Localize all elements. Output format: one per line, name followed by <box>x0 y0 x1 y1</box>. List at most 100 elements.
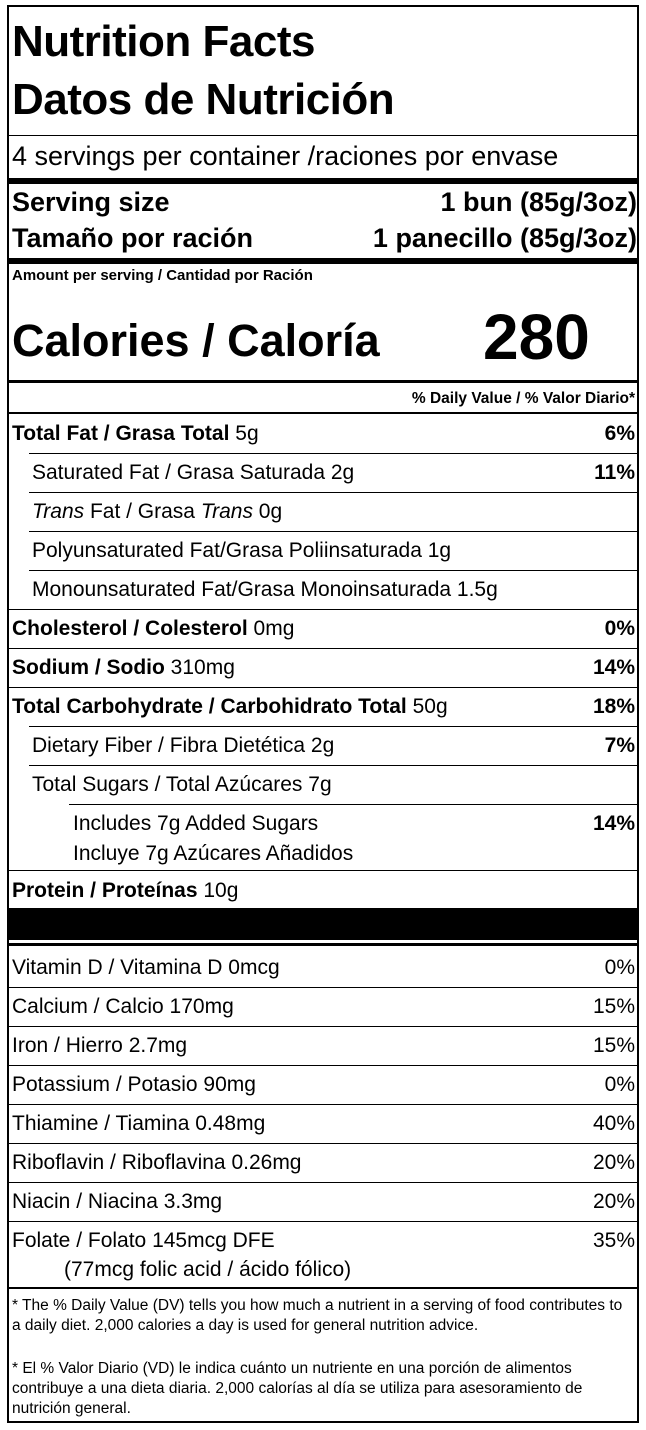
nutrient-amount: 5g <box>229 422 259 445</box>
nutrient-row-sodium: Sodium / Sodio 310mg 14% <box>9 648 637 687</box>
servings-per-container: 4 servings per container /raciones por e… <box>12 141 559 171</box>
nutrient-label: Sodium / Sodio <box>12 656 165 679</box>
nutrient-row-saturated-fat: Saturated Fat / Grasa Saturada 2g 11% <box>9 453 637 492</box>
divider <box>9 135 637 136</box>
serving-size-label: Serving size <box>12 187 170 217</box>
nutrient-amount: 10g <box>197 879 239 902</box>
nutrient-amount: 50g <box>406 695 448 718</box>
nutrient-dv: 14% <box>592 656 635 679</box>
divider <box>9 648 637 649</box>
vitamin-row: Iron / Hierro 2.7mg 15% <box>9 1026 637 1065</box>
nutrient-label: Fat / Grasa <box>84 500 201 523</box>
divider <box>29 531 637 532</box>
title-es: Datos de Nutrición <box>12 75 395 124</box>
vitamin-label: Thiamine / Tiamina 0.48mg <box>12 1112 266 1135</box>
nutrient-dv: 11% <box>594 461 635 484</box>
nutrition-label: Nutrition Facts Datos de Nutrición 4 ser… <box>7 5 639 1423</box>
divider <box>29 492 637 493</box>
divider <box>9 943 637 946</box>
serving-size-value: 1 bun (85g/3oz) <box>440 187 637 217</box>
vitamin-dv: 40% <box>592 1112 635 1135</box>
amount-per-serving: Amount per serving / Cantidad por Ración <box>12 267 313 284</box>
vitamin-row: Calcium / Calcio 170mg 15% <box>9 987 637 1026</box>
footnote-en: * The % Daily Value (DV) tells you how m… <box>12 1297 623 1334</box>
nutrient-dv: 14% <box>592 812 635 835</box>
trans-word: Trans <box>200 500 253 523</box>
nutrient-row-dietary-fiber: Dietary Fiber / Fibra Dietética 2g 7% <box>9 726 637 765</box>
divider <box>69 804 637 805</box>
vitamin-row: Potassium / Potasio 90mg 0% <box>9 1065 637 1104</box>
nutrient-label: Monounsaturated Fat/Grasa Monoinsaturada… <box>32 578 498 601</box>
vitamin-label: Riboflavin / Riboflavina 0.26mg <box>12 1151 302 1174</box>
divider <box>9 412 637 414</box>
divider <box>9 687 637 688</box>
divider <box>9 1143 637 1144</box>
calories-label: Calories / Caloría <box>12 315 380 366</box>
divider <box>29 453 637 454</box>
nutrient-row-cholesterol: Cholesterol / Colesterol 0mg 0% <box>9 609 637 648</box>
divider <box>9 1221 637 1222</box>
nutrient-amount: 310mg <box>164 656 235 679</box>
nutrient-row-polyunsaturated-fat: Polyunsaturated Fat/Grasa Poliinsaturada… <box>9 531 637 570</box>
vitamin-row: Thiamine / Tiamina 0.48mg 40% <box>9 1104 637 1143</box>
vitamin-dv: 20% <box>592 1151 635 1174</box>
daily-value-header: % Daily Value / % Valor Diario* <box>411 390 635 407</box>
serving-size-label-es: Tamaño por ración <box>12 223 254 253</box>
nutrient-label: Includes 7g Added Sugars <box>73 812 319 835</box>
nutrient-label: Dietary Fiber / Fibra Dietética 2g <box>32 734 335 757</box>
vitamin-dv: 0% <box>604 1073 635 1096</box>
vitamin-label: Vitamin D / Vitamina D 0mcg <box>12 956 280 979</box>
divider <box>29 726 637 727</box>
divider-thick <box>9 178 637 184</box>
calories-value: 280 <box>483 301 590 373</box>
vitamin-dv: 15% <box>592 1034 635 1057</box>
nutrient-label: Total Fat / Grasa Total <box>12 422 230 445</box>
footnote-es: * El % Valor Diario (VD) le indica cuánt… <box>12 1360 583 1417</box>
nutrient-label: Cholesterol / Colesterol <box>12 617 248 640</box>
nutrient-label: Total Carbohydrate / Carbohidrato Total <box>12 695 407 718</box>
vitamin-dv: 35% <box>592 1229 635 1252</box>
divider <box>9 380 637 383</box>
nutrient-row-total-fat: Total Fat / Grasa Total 5g 6% <box>9 414 637 453</box>
divider <box>29 765 637 766</box>
nutrient-dv: 6% <box>604 422 635 445</box>
vitamin-label: Potassium / Potasio 90mg <box>12 1073 256 1096</box>
nutrient-row-protein: Protein / Proteínas 10g <box>9 871 637 910</box>
nutrient-label: Total Sugars / Total Azúcares 7g <box>32 773 332 796</box>
divider <box>9 987 637 988</box>
divider <box>9 1026 637 1027</box>
divider-heavy <box>9 908 637 940</box>
vitamin-row: Vitamin D / Vitamina D 0mcg 0% <box>9 948 637 987</box>
divider <box>29 570 637 571</box>
divider <box>9 1287 637 1289</box>
nutrient-label: Protein / Proteínas <box>12 879 198 902</box>
nutrient-label: Saturated Fat / Grasa Saturada 2g <box>32 461 355 484</box>
vitamin-label: Niacin / Niacina 3.3mg <box>12 1190 223 1213</box>
divider <box>9 1065 637 1066</box>
vitamin-dv: 0% <box>604 956 635 979</box>
nutrient-row-trans-fat: Trans Fat / Grasa Trans 0g <box>9 492 637 531</box>
nutrient-row-monounsaturated-fat: Monounsaturated Fat/Grasa Monoinsaturada… <box>9 570 637 609</box>
nutrient-row-total-sugars: Total Sugars / Total Azúcares 7g <box>9 765 637 804</box>
nutrient-dv: 18% <box>592 695 635 718</box>
vitamin-row: Riboflavin / Riboflavina 0.26mg 20% <box>9 1143 637 1182</box>
nutrient-label: Polyunsaturated Fat/Grasa Poliinsaturada… <box>32 539 452 562</box>
divider <box>9 1182 637 1183</box>
vitamin-label: Calcium / Calcio 170mg <box>12 995 234 1018</box>
serving-size-value-es: 1 panecillo (85g/3oz) <box>372 223 637 253</box>
divider-thick <box>9 258 637 264</box>
vitamin-sublabel: (77mcg folic acid / ácido fólico) <box>64 1258 352 1281</box>
nutrient-amount: 0g <box>252 500 283 523</box>
vitamin-label: Iron / Hierro 2.7mg <box>12 1034 188 1057</box>
nutrient-dv: 0% <box>604 617 635 640</box>
vitamin-dv: 15% <box>592 995 635 1018</box>
vitamin-row-folate: Folate / Folato 145mcg DFE (77mcg folic … <box>9 1221 637 1287</box>
divider <box>9 870 637 871</box>
title-en: Nutrition Facts <box>12 17 315 66</box>
divider <box>9 609 637 610</box>
divider <box>9 1104 637 1105</box>
nutrient-row-added-sugars: Includes 7g Added Sugars Incluye 7g Azúc… <box>9 804 637 870</box>
vitamin-dv: 20% <box>592 1190 635 1213</box>
nutrient-amount: 0mg <box>247 617 295 640</box>
vitamin-label: Folate / Folato 145mcg DFE <box>12 1229 275 1252</box>
